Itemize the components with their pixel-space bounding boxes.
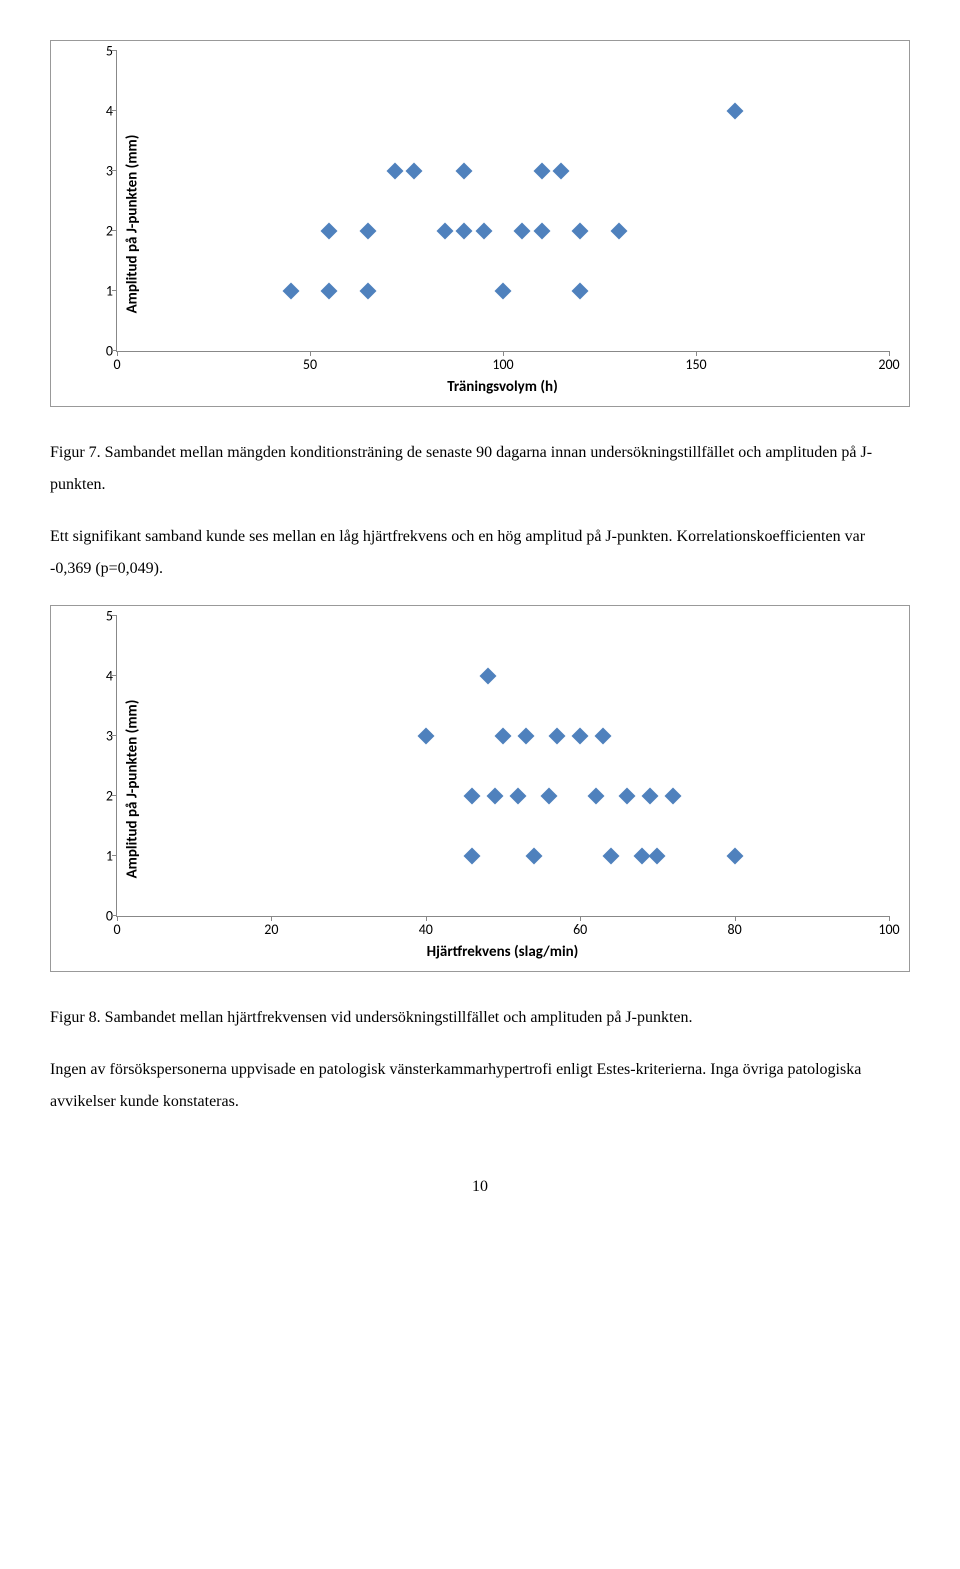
data-point	[603, 848, 620, 865]
data-point	[595, 728, 612, 745]
x-tick-mark	[696, 351, 697, 356]
data-point	[587, 788, 604, 805]
x-tick-mark	[117, 351, 118, 356]
data-point	[533, 223, 550, 240]
y-tick-label: 2	[83, 223, 113, 240]
data-point	[572, 283, 589, 300]
x-tick-label: 60	[573, 921, 587, 938]
y-tick-mark	[112, 675, 117, 676]
x-tick-mark	[426, 916, 427, 921]
chart2-plot-area: 012345020406080100	[116, 616, 889, 917]
x-tick-label: 150	[685, 356, 706, 373]
data-point	[282, 283, 299, 300]
figure-8-caption: Figur 8. Sambandet mellan hjärtfrekvense…	[50, 1002, 910, 1034]
x-tick-label: 0	[113, 356, 120, 373]
data-point	[495, 728, 512, 745]
y-tick-label: 2	[83, 788, 113, 805]
data-point	[726, 103, 743, 120]
data-point	[406, 163, 423, 180]
x-tick-mark	[310, 351, 311, 356]
data-point	[495, 283, 512, 300]
data-point	[541, 788, 558, 805]
y-tick-mark	[112, 170, 117, 171]
chart1-xlabel: Träningsvolym (h)	[116, 378, 889, 396]
data-point	[464, 848, 481, 865]
x-tick-mark	[735, 916, 736, 921]
x-tick-label: 80	[727, 921, 741, 938]
y-tick-mark	[112, 110, 117, 111]
data-point	[464, 788, 481, 805]
data-point	[456, 163, 473, 180]
data-point	[456, 223, 473, 240]
data-point	[572, 728, 589, 745]
chart1-plot-area: 012345050100150200	[116, 51, 889, 352]
y-tick-label: 0	[83, 908, 113, 925]
x-tick-label: 40	[419, 921, 433, 938]
x-tick-mark	[271, 916, 272, 921]
data-point	[479, 668, 496, 685]
data-point	[726, 848, 743, 865]
data-point	[549, 728, 566, 745]
figure-7-chart: Amplitud på J-punkten (mm) 0123450501001…	[50, 40, 910, 407]
y-tick-mark	[112, 795, 117, 796]
data-point	[321, 223, 338, 240]
y-tick-label: 4	[83, 103, 113, 120]
x-tick-label: 100	[878, 921, 899, 938]
page-number: 10	[50, 1178, 910, 1196]
y-tick-mark	[112, 290, 117, 291]
y-tick-label: 1	[83, 283, 113, 300]
data-point	[417, 728, 434, 745]
data-point	[641, 788, 658, 805]
data-point	[510, 788, 527, 805]
x-tick-label: 200	[878, 356, 899, 373]
y-tick-label: 5	[83, 43, 113, 60]
y-tick-label: 0	[83, 343, 113, 360]
data-point	[487, 788, 504, 805]
body-paragraph-1: Ett signifikant samband kunde ses mellan…	[50, 521, 910, 585]
x-tick-mark	[580, 916, 581, 921]
data-point	[610, 223, 627, 240]
y-tick-mark	[112, 50, 117, 51]
data-point	[649, 848, 666, 865]
data-point	[321, 283, 338, 300]
y-tick-mark	[112, 735, 117, 736]
data-point	[359, 223, 376, 240]
data-point	[533, 163, 550, 180]
data-point	[475, 223, 492, 240]
figure-8-chart: Amplitud på J-punkten (mm) 0123450204060…	[50, 605, 910, 972]
x-tick-label: 100	[492, 356, 513, 373]
y-tick-label: 3	[83, 728, 113, 745]
y-tick-label: 1	[83, 848, 113, 865]
y-tick-label: 4	[83, 668, 113, 685]
data-point	[437, 223, 454, 240]
data-point	[664, 788, 681, 805]
x-tick-mark	[889, 916, 890, 921]
data-point	[525, 848, 542, 865]
data-point	[572, 223, 589, 240]
data-point	[518, 728, 535, 745]
data-point	[552, 163, 569, 180]
chart2-xlabel: Hjärtfrekvens (slag/min)	[116, 943, 889, 961]
data-point	[618, 788, 635, 805]
x-tick-label: 20	[264, 921, 278, 938]
x-tick-label: 0	[113, 921, 120, 938]
data-point	[359, 283, 376, 300]
y-tick-mark	[112, 615, 117, 616]
x-tick-mark	[503, 351, 504, 356]
body-paragraph-2: Ingen av försökspersonerna uppvisade en …	[50, 1054, 910, 1118]
y-tick-mark	[112, 230, 117, 231]
y-tick-label: 3	[83, 163, 113, 180]
x-tick-mark	[889, 351, 890, 356]
x-tick-mark	[117, 916, 118, 921]
x-tick-label: 50	[303, 356, 317, 373]
y-tick-label: 5	[83, 608, 113, 625]
y-tick-mark	[112, 855, 117, 856]
figure-7-caption: Figur 7. Sambandet mellan mängden kondit…	[50, 437, 910, 501]
data-point	[514, 223, 531, 240]
data-point	[386, 163, 403, 180]
